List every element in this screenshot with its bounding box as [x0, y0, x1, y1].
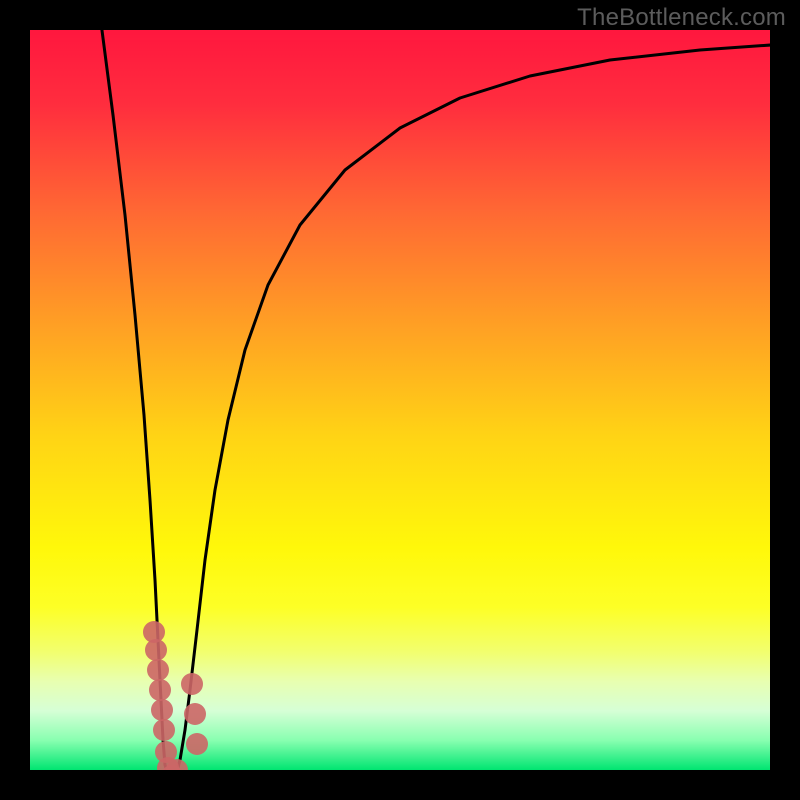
plot-background: [30, 30, 770, 770]
data-marker: [186, 733, 208, 755]
data-marker: [153, 719, 175, 741]
data-marker: [145, 639, 167, 661]
data-marker: [147, 659, 169, 681]
bottleneck-chart: [0, 0, 800, 800]
data-marker: [181, 673, 203, 695]
data-marker: [149, 679, 171, 701]
chart-container: TheBottleneck.com: [0, 0, 800, 800]
watermark-text: TheBottleneck.com: [577, 4, 786, 32]
data-marker: [151, 699, 173, 721]
data-marker: [184, 703, 206, 725]
